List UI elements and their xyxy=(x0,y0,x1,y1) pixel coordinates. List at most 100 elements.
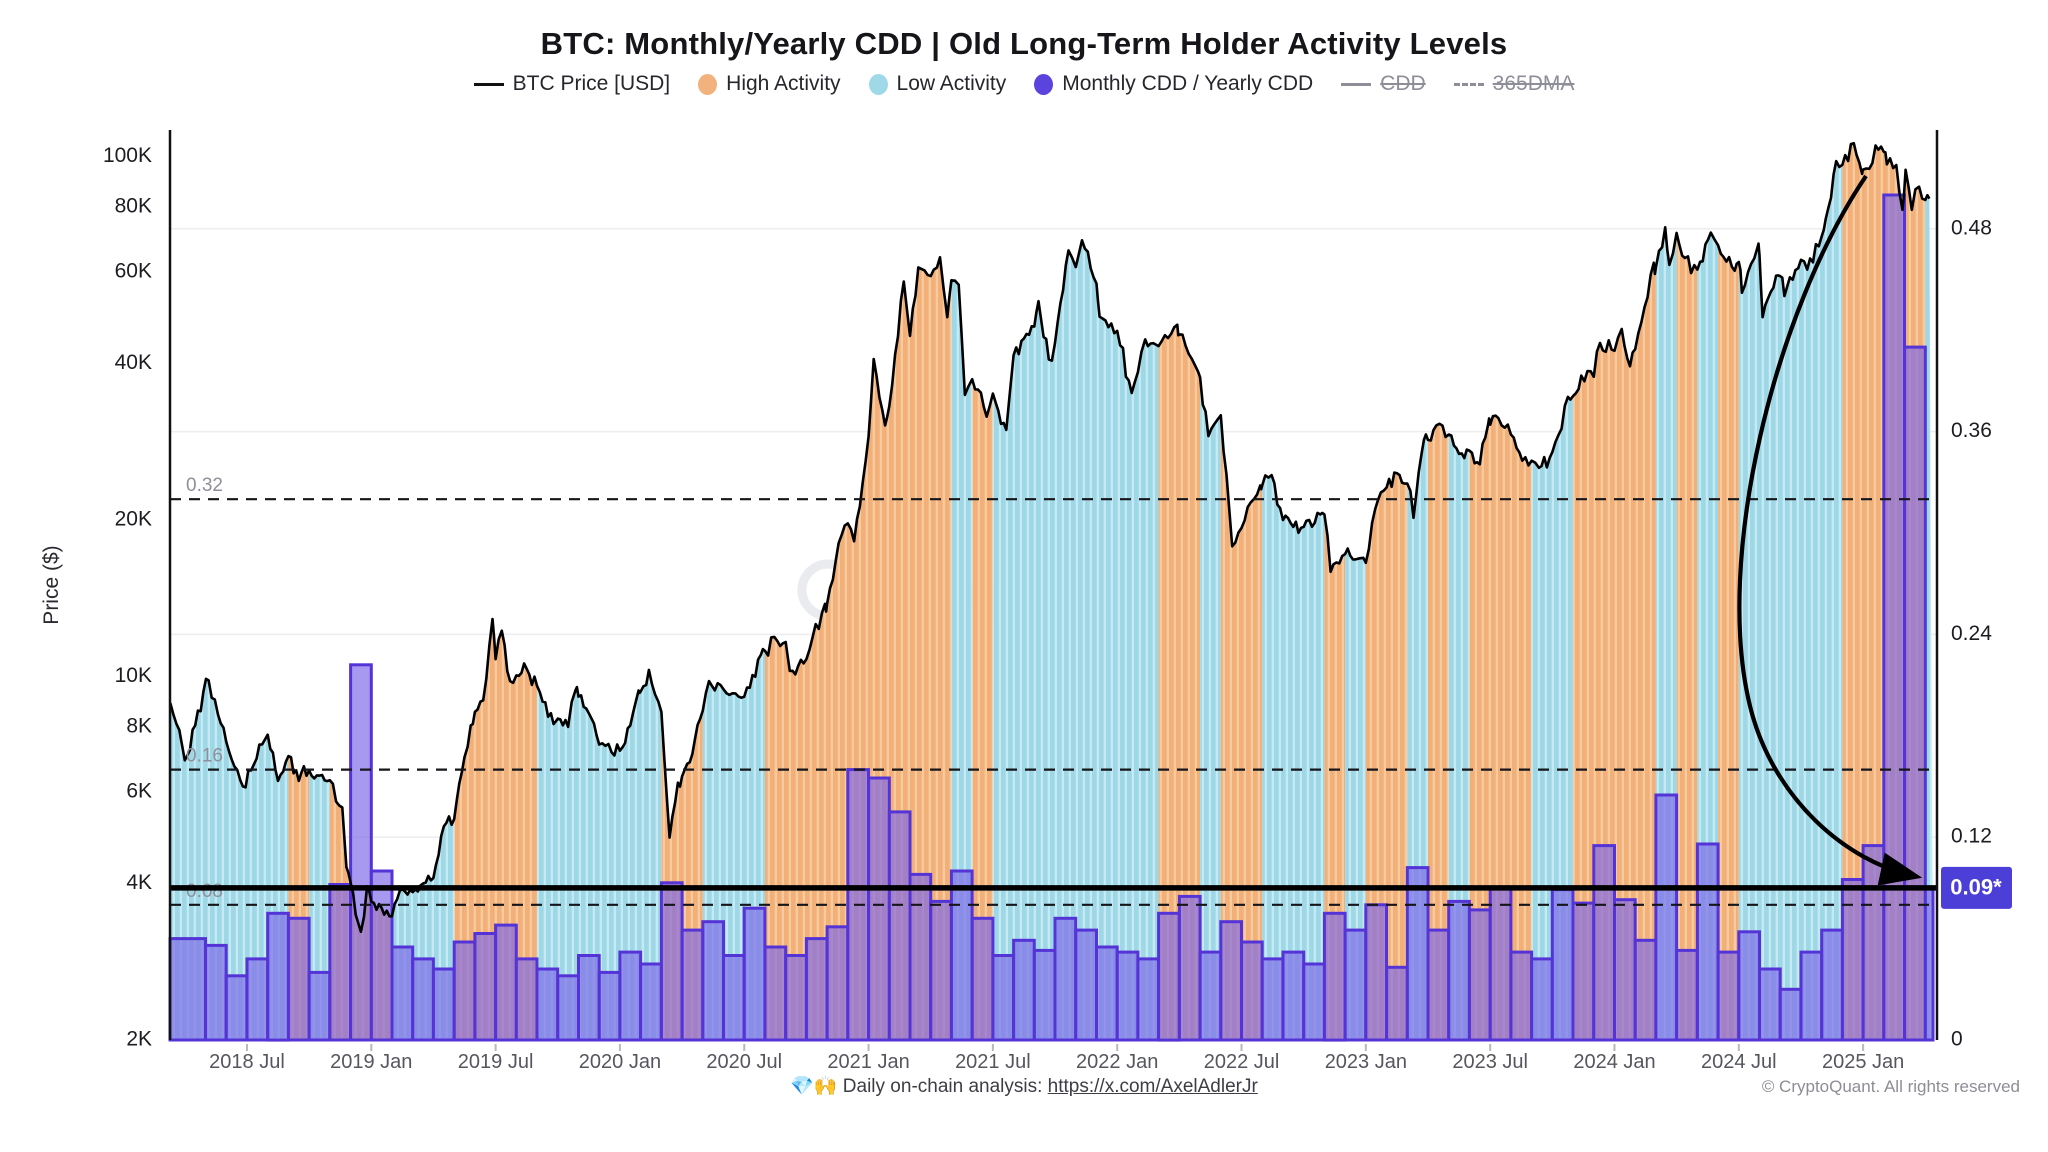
legend-item-monthly-cdd[interactable]: Monthly CDD / Yearly CDD xyxy=(1034,72,1313,96)
copyright: © CryptoQuant. All rights reserved xyxy=(1761,1077,2020,1096)
cdd-bar xyxy=(887,810,912,1042)
cdd-bar xyxy=(556,974,580,1042)
price-tick: 4K xyxy=(126,871,152,894)
cdd-bar xyxy=(618,950,643,1042)
price-tick: 10K xyxy=(115,664,152,687)
x-tick: 2024 Jan xyxy=(1573,1051,1655,1073)
cdd-bar xyxy=(168,937,207,1042)
cdd-bar xyxy=(577,954,601,1042)
legend-item-high-activity[interactable]: High Activity xyxy=(698,72,841,96)
cdd-bar xyxy=(639,962,663,1042)
btc-price-line xyxy=(169,141,1931,934)
cdd-bar xyxy=(680,928,705,1042)
cdd-bar xyxy=(659,881,684,1042)
cdd-bar xyxy=(763,945,788,1042)
cdd-bar xyxy=(1074,928,1099,1042)
cdd-bar xyxy=(1302,962,1326,1042)
365dma-swatch-icon xyxy=(1453,82,1484,86)
cdd-bar xyxy=(1737,930,1762,1042)
price-tick: 2K xyxy=(126,1028,152,1051)
cdd-bar xyxy=(1385,965,1409,1042)
x-tick: 2020 Jan xyxy=(579,1051,661,1073)
cdd-bar xyxy=(908,872,933,1042)
legend: BTC Price [USD] High Activity Low Activity… xyxy=(0,72,2048,96)
activity-band-low xyxy=(537,143,662,1040)
cdd-bar xyxy=(597,970,622,1042)
cdd-bar xyxy=(1778,987,1803,1042)
activity-band-high xyxy=(1676,143,1698,1040)
cdd-bar xyxy=(1758,967,1782,1042)
cdd-bar xyxy=(473,932,498,1042)
cdd-bar xyxy=(1053,916,1078,1042)
cdd-bar xyxy=(411,957,435,1042)
cdd-bar xyxy=(784,954,808,1042)
price-tick: 100K xyxy=(103,144,152,167)
activity-band-low xyxy=(1738,143,1843,1040)
cdd-bar xyxy=(722,954,746,1042)
activity-band-low xyxy=(1200,143,1221,1040)
cdd-bar xyxy=(1405,866,1430,1042)
price-ticks: 100K 80K 60K 40K 20K 10K 8K 6K 4K 2K xyxy=(103,144,152,1050)
activity-band-high xyxy=(1324,143,1346,1040)
cdd-bar xyxy=(1923,886,1935,1042)
cdd-bar xyxy=(1903,345,1927,1042)
footer-link[interactable]: https://x.com/AxelAdlerJr xyxy=(1047,1076,1258,1097)
cdd-bar xyxy=(1613,898,1637,1042)
cdd-bar xyxy=(245,957,270,1042)
cdd-bar xyxy=(204,943,228,1042)
annotation-arrow xyxy=(1737,174,1923,886)
cdd-bar xyxy=(514,957,539,1042)
legend-item-btc-price[interactable]: BTC Price [USD] xyxy=(473,72,670,96)
activity-band-low xyxy=(1262,143,1325,1040)
legend-item-low-activity[interactable]: Low Activity xyxy=(868,72,1006,96)
x-tick: 2023 Jan xyxy=(1325,1051,1407,1073)
cdd-bar xyxy=(1695,842,1720,1042)
activity-band-high xyxy=(972,143,993,1040)
cdd-bar xyxy=(1219,920,1244,1042)
cdd-bar xyxy=(1115,950,1140,1042)
cdd-bar xyxy=(369,869,394,1042)
cdd-bar xyxy=(1550,888,1575,1042)
x-tick: 2021 Jan xyxy=(827,1051,909,1073)
legend-label: High Activity xyxy=(726,72,841,95)
dashed-level-label: 0.32 xyxy=(186,475,223,496)
cdd-swatch-icon xyxy=(1341,82,1372,86)
activity-band-low xyxy=(1925,143,1933,1040)
cdd-bar xyxy=(1095,945,1119,1042)
cdd-bar xyxy=(266,911,290,1042)
cdd-bar xyxy=(1799,950,1824,1042)
cdd-bar xyxy=(1032,948,1057,1042)
cdd-bar xyxy=(494,923,518,1042)
dashed-levels: 0.32 0.16 0.08 xyxy=(170,475,1937,906)
price-tick: 80K xyxy=(115,194,152,217)
x-tick: 2025 Jan xyxy=(1822,1051,1904,1073)
page-title: BTC: Monthly/Yearly CDD | Old Long-Term … xyxy=(540,26,1508,61)
cdd-bar xyxy=(949,869,974,1042)
ratio-tick: 0 xyxy=(1951,1028,1963,1051)
x-tick: 2024 Jul xyxy=(1701,1051,1777,1073)
cdd-bar xyxy=(349,663,373,1042)
price-tick: 6K xyxy=(126,779,152,802)
legend-label: 365DMA xyxy=(1492,72,1575,95)
activity-band-low xyxy=(392,143,455,1040)
ratio-tick: 0.24 xyxy=(1951,622,1992,645)
cdd-bar xyxy=(1157,911,1181,1042)
cdd-bar xyxy=(825,925,850,1042)
price-tick: 60K xyxy=(115,259,152,282)
low-activity-swatch-icon xyxy=(868,73,888,95)
ratio-tick: 0.12 xyxy=(1951,825,1992,848)
activity-band-high xyxy=(1718,143,1739,1040)
cdd-bar xyxy=(1467,908,1492,1042)
activity-band-low xyxy=(1697,143,1719,1040)
cdd-bar xyxy=(1820,928,1844,1042)
price-tick: 8K xyxy=(126,714,152,737)
x-tick: 2020 Jul xyxy=(706,1051,782,1073)
legend-item-365dma[interactable]: 365DMA xyxy=(1453,72,1575,96)
btc-price-swatch-icon xyxy=(473,82,504,86)
legend-item-cdd[interactable]: CDD xyxy=(1341,72,1426,96)
price-tick: 20K xyxy=(115,508,152,531)
cdd-bar xyxy=(1177,894,1202,1042)
cdd-bar xyxy=(224,974,249,1042)
ratio-tick: 0.48 xyxy=(1951,216,1992,239)
